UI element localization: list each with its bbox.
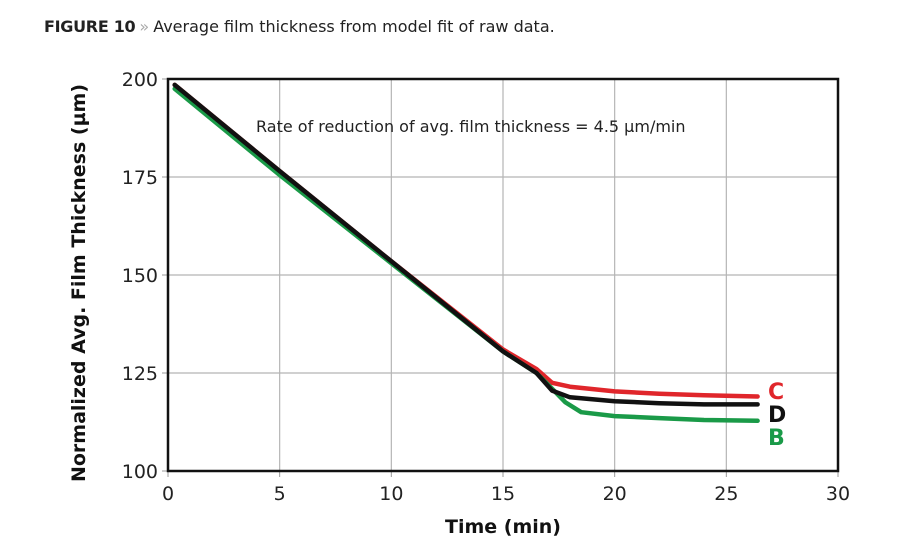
- x-tick-label: 10: [379, 483, 403, 505]
- y-axis-ticks: 100 125 150 175 200: [122, 69, 168, 483]
- figure-label: FIGURE 10: [44, 17, 136, 36]
- plot-frame: [166, 77, 840, 473]
- x-tick-label: 0: [162, 483, 174, 505]
- y-tick-label: 150: [122, 265, 158, 287]
- series-line-b: [172, 86, 760, 424]
- grid-lines: [168, 79, 838, 471]
- series-label-c: C: [768, 380, 784, 405]
- x-axis-ticks: 0 5 10 15 20 25 30: [162, 471, 850, 505]
- y-tick-label: 175: [122, 167, 158, 189]
- y-axis-label: Normalized Avg. Film Thickness (µm): [68, 84, 90, 482]
- series-line-d: [172, 82, 760, 407]
- caption-separator: »: [139, 17, 150, 36]
- rate-annotation: Rate of reduction of avg. film thickness…: [256, 117, 686, 136]
- x-tick-label: 30: [826, 483, 850, 505]
- y-tick-label: 200: [122, 69, 158, 91]
- x-tick-label: 15: [491, 483, 515, 505]
- x-tick-label: 5: [274, 483, 286, 505]
- series-label-b: B: [768, 426, 785, 451]
- x-axis-label: Time (min): [445, 516, 561, 538]
- y-tick-label: 100: [122, 461, 158, 483]
- series-lines: [172, 82, 760, 424]
- caption-text: Average film thickness from model fit of…: [153, 17, 555, 36]
- figure-caption: FIGURE 10» Average film thickness from mo…: [44, 17, 555, 36]
- y-tick-label: 125: [122, 363, 158, 385]
- x-tick-label: 25: [714, 483, 738, 505]
- series-labels: CDB: [768, 380, 786, 451]
- x-tick-label: 20: [603, 483, 627, 505]
- series-label-d: D: [768, 403, 786, 428]
